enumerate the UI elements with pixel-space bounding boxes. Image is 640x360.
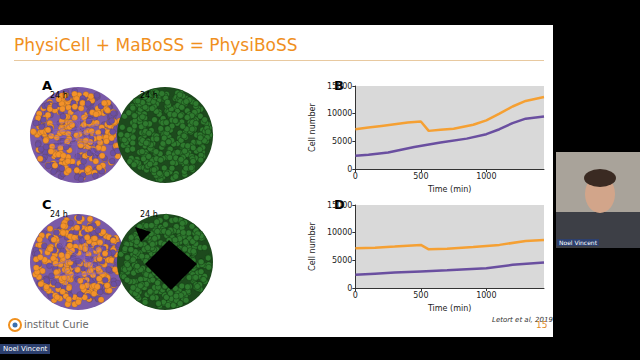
svg-text:15000: 15000 — [327, 201, 352, 210]
svg-text:0: 0 — [347, 165, 352, 174]
svg-text:Cell number: Cell number — [308, 221, 317, 270]
svg-text:0: 0 — [353, 291, 358, 300]
svg-text:0: 0 — [353, 172, 358, 181]
svg-text:500: 500 — [413, 291, 428, 300]
svg-text:15000: 15000 — [327, 82, 352, 91]
svg-text:5000: 5000 — [332, 137, 352, 146]
svg-text:0: 0 — [347, 284, 352, 293]
svg-text:5000: 5000 — [332, 256, 352, 265]
svg-text:500: 500 — [413, 172, 428, 181]
svg-text:1000: 1000 — [476, 291, 496, 300]
svg-text:10000: 10000 — [327, 109, 352, 118]
svg-text:1000: 1000 — [476, 172, 496, 181]
svg-text:Cell number: Cell number — [308, 102, 317, 151]
svg-text:10000: 10000 — [327, 228, 352, 237]
svg-text:Time (min): Time (min) — [427, 304, 471, 313]
svg-text:Time (min): Time (min) — [427, 185, 471, 194]
